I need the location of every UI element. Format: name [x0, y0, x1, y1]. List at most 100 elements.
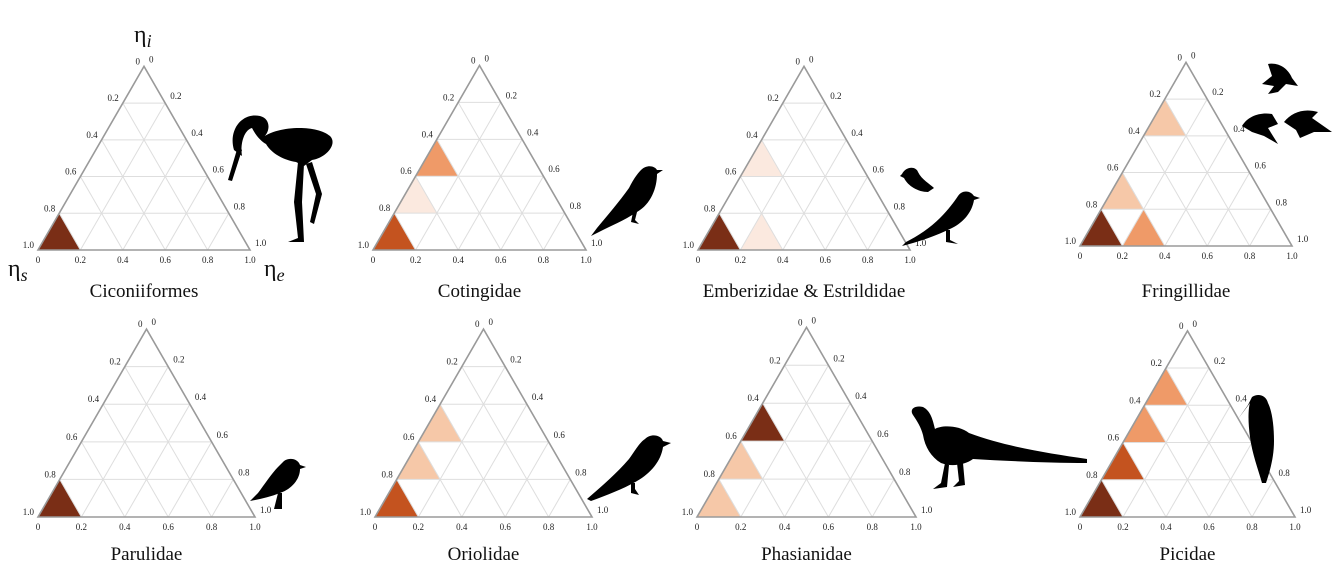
triangle-frame [36, 64, 252, 251]
left-tick-label: 0 [1178, 52, 1183, 62]
woodpecker-silhouette-icon [1238, 395, 1274, 483]
heatmap-cell [375, 479, 419, 517]
right-tick-label: 1.0 [1297, 234, 1309, 244]
panel-title: Cotingidae [438, 281, 521, 302]
gridline [164, 176, 209, 251]
bottom-tick-label: 0.2 [735, 255, 746, 265]
triangle-frame [1078, 329, 1297, 518]
gridline [396, 479, 419, 518]
right-tick-label: 0.6 [548, 164, 560, 174]
gridline [461, 403, 528, 518]
gridline [1206, 172, 1251, 247]
left-tick-label: 0.6 [400, 166, 412, 176]
axis-label-right: ηe [264, 256, 285, 285]
right-tick-label: 0.4 [855, 391, 867, 401]
right-tick-label: 0.8 [894, 201, 906, 211]
right-tick-label: 0 [812, 315, 817, 325]
gridline [1101, 479, 1124, 518]
left-tick-label: 0.8 [379, 203, 391, 213]
gridline [80, 441, 126, 518]
right-tick-label: 0.4 [195, 392, 207, 402]
gridline [1249, 209, 1272, 247]
right-tick-label: 0.4 [1236, 393, 1248, 403]
left-tick-label: 0.6 [1107, 163, 1119, 173]
left-tick-label: 0.6 [725, 167, 737, 177]
bottom-tick-label: 0.6 [1202, 251, 1214, 261]
left-tick-label: 0.4 [425, 394, 437, 404]
gridline [542, 212, 566, 251]
right-tick-label: 0.2 [1212, 87, 1223, 97]
bottom-tick-label: 0.6 [500, 522, 512, 532]
bottom-tick-label: 0.8 [1246, 522, 1258, 532]
bottom-tick-label: 0.2 [735, 522, 746, 532]
left-tick-label: 0.4 [1128, 126, 1140, 136]
gridline [1165, 405, 1231, 518]
gridline [167, 441, 213, 518]
bottom-tick-label: 1.0 [586, 522, 598, 532]
right-tick-label: 0.6 [873, 165, 885, 175]
left-tick-label: 0.8 [44, 469, 56, 479]
bottom-tick-label: 1.0 [1289, 522, 1301, 532]
left-tick-label: 0.8 [1086, 470, 1098, 480]
bottom-tick-label: 0.4 [779, 522, 791, 532]
heatmap-cell [1101, 172, 1144, 210]
right-tick-label: 1.0 [1300, 505, 1312, 515]
bottom-tick-label: 0 [373, 522, 378, 532]
gridline [436, 139, 502, 251]
right-tick-label: 0.4 [1233, 124, 1245, 134]
right-tick-label: 0.6 [213, 165, 225, 175]
left-tick-label: 0.6 [726, 431, 738, 441]
left-tick-label: 0 [471, 56, 476, 66]
gridline [101, 139, 166, 251]
triangle-frame [696, 64, 912, 251]
left-tick-label: 0.6 [1108, 433, 1120, 443]
panel-title: Ciconiiformes [90, 281, 199, 302]
right-tick-label: 0.4 [851, 128, 863, 138]
right-tick-label: 0 [1193, 319, 1198, 329]
gridline [415, 175, 459, 251]
left-tick-label: 0.2 [769, 355, 780, 365]
bottom-tick-label: 1.0 [1286, 251, 1298, 261]
bottom-tick-label: 0 [36, 522, 41, 532]
gridline [1143, 135, 1208, 247]
right-tick-label: 0.6 [1255, 161, 1267, 171]
right-tick-label: 0.8 [1276, 197, 1288, 207]
gridline [1122, 442, 1167, 518]
left-tick-label: 0.2 [108, 93, 119, 103]
bottom-tick-label: 1.0 [249, 522, 261, 532]
right-tick-label: 0.2 [830, 91, 841, 101]
gridline [718, 213, 741, 251]
gridline [871, 478, 895, 518]
right-tick-label: 0.8 [238, 467, 250, 477]
right-tick-label: 0 [489, 317, 494, 327]
right-tick-label: 1.0 [597, 505, 609, 515]
triangle-frame [1078, 60, 1294, 247]
right-tick-label: 0.8 [575, 467, 587, 477]
gridline [58, 213, 81, 251]
bottom-tick-label: 0.8 [862, 255, 874, 265]
left-tick-label: 0.6 [65, 167, 77, 177]
left-tick-label: 0.6 [403, 432, 415, 442]
bottom-tick-label: 0.8 [1244, 251, 1256, 261]
bottom-tick-label: 0.4 [453, 255, 465, 265]
right-tick-label: 0.8 [1279, 468, 1291, 478]
right-tick-label: 0.8 [234, 201, 246, 211]
right-tick-label: 0 [485, 54, 490, 64]
left-tick-label: 1.0 [683, 240, 695, 250]
gridline [739, 176, 784, 251]
heatmap-cell [396, 441, 441, 480]
bottom-tick-label: 0.8 [543, 522, 555, 532]
heatmap-cell [38, 213, 81, 250]
oriole-silhouette-icon [587, 435, 671, 501]
left-tick-label: 0 [1179, 321, 1184, 331]
bottom-tick-label: 0.6 [160, 255, 172, 265]
bottom-tick-label: 0.2 [75, 255, 86, 265]
left-tick-label: 0 [136, 56, 141, 66]
panel-title: Phasianidae [761, 544, 852, 565]
bottom-tick-label: 0 [696, 255, 701, 265]
right-tick-label: 0 [1191, 50, 1196, 60]
